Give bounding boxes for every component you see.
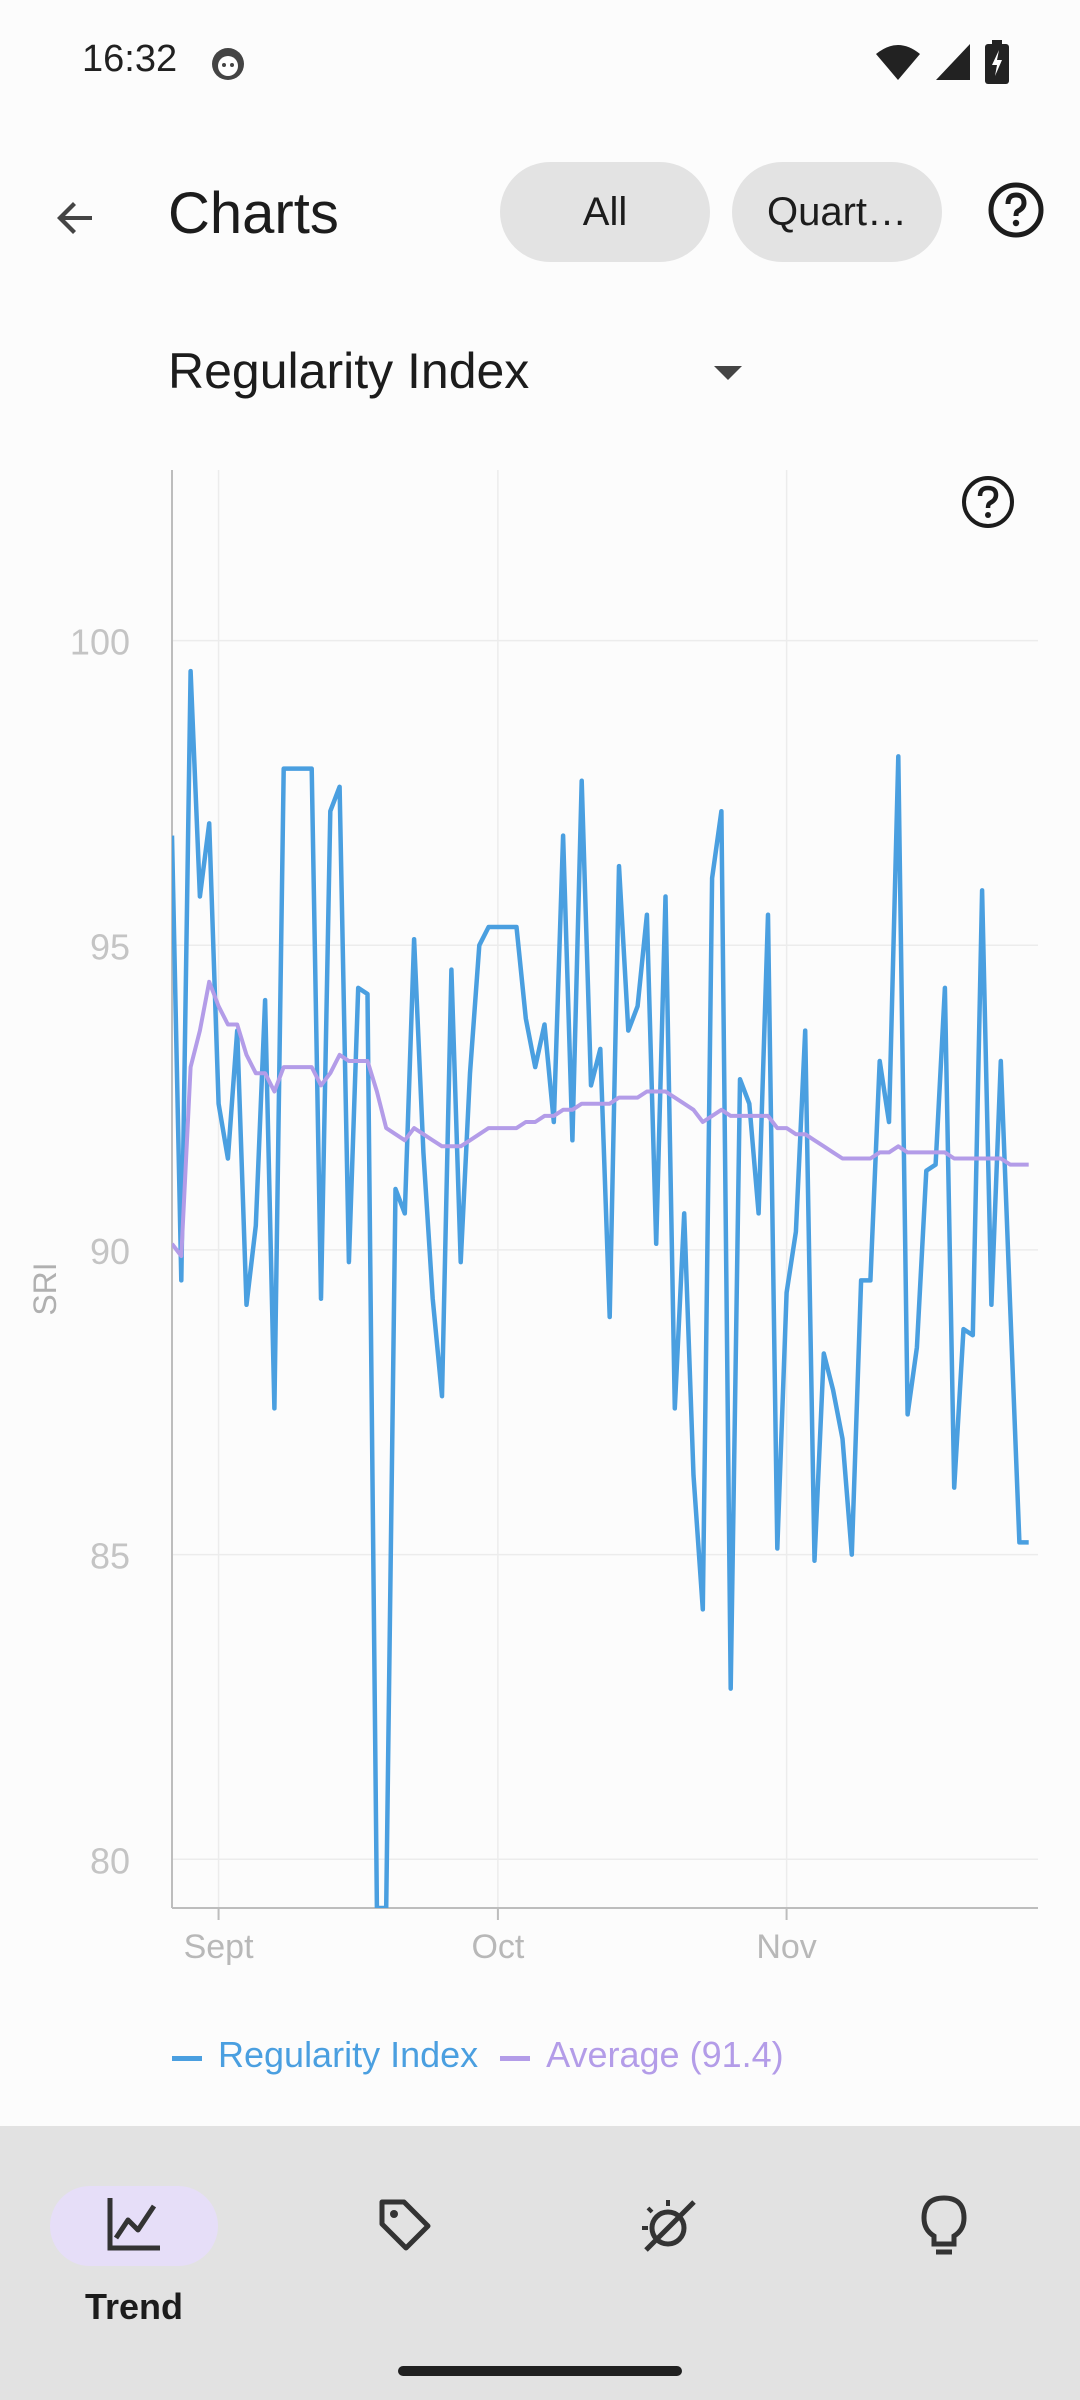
regularity-line-chart: 80 85 90 95 100 Sept Oct Nov SRI (27, 470, 1038, 1966)
wifi-icon (874, 42, 922, 87)
arrow-back-icon (52, 194, 100, 247)
y-tick-label: 80 (90, 1840, 130, 1881)
legend-swatch-regularity (172, 2055, 202, 2061)
chart-help-button[interactable] (958, 472, 1018, 532)
legend-item-average: Average (91.4) (500, 2034, 784, 2076)
status-time: 16:32 (82, 38, 178, 80)
help-button[interactable] (980, 174, 1052, 246)
status-icons (874, 40, 1010, 89)
legend-label-regularity: Regularity Index (218, 2034, 479, 2075)
x-tick-label: Sept (184, 1928, 254, 1966)
bottom-navigation: Trend (0, 2126, 1080, 2400)
nav-item-sleep[interactable] (570, 2156, 770, 2326)
metric-dropdown-value: Regularity Index (168, 343, 530, 399)
metric-dropdown[interactable]: Regularity Index (168, 330, 748, 420)
legend-swatch-average (500, 2055, 531, 2061)
series-line-regularity-index (172, 668, 1029, 1908)
y-tick-label: 100 (70, 622, 130, 663)
legend-label-average: Average (91.4) (546, 2034, 784, 2075)
sleep-cycle-icon (638, 2194, 702, 2263)
x-tick-label: Oct (471, 1928, 524, 1966)
page-title: Charts (168, 181, 339, 246)
y-axis-label: SRI (27, 1262, 63, 1315)
signal-icon (934, 42, 972, 87)
x-tick-label: Nov (756, 1928, 816, 1966)
chart-legend: Regularity Index Average (91.4) (172, 2034, 806, 2076)
nav-item-tags[interactable] (304, 2156, 504, 2326)
nav-item-insights[interactable] (844, 2156, 1044, 2326)
back-button[interactable] (36, 180, 116, 260)
status-bar: 16:32 (0, 0, 1080, 130)
legend-item-regularity: Regularity Index (172, 2034, 478, 2076)
filter-chip-quarter[interactable]: Quart… (732, 162, 942, 262)
trend-chart-icon (104, 2194, 164, 2259)
dropdown-arrow-icon (714, 366, 742, 380)
filter-chip-all[interactable]: All (500, 162, 710, 262)
tag-icon (374, 2194, 434, 2259)
app-notification-icon (210, 46, 246, 87)
nav-item-trend[interactable]: Trend (34, 2156, 234, 2327)
help-icon (980, 182, 1052, 250)
series-line-average (172, 979, 1029, 1258)
gesture-handle (398, 2366, 682, 2376)
lightbulb-icon (916, 2194, 972, 2263)
battery-icon (984, 40, 1010, 89)
y-tick-label: 85 (90, 1536, 130, 1577)
help-icon (958, 476, 1018, 536)
top-app-bar: Charts All Quart… (0, 150, 1080, 280)
nav-label-trend: Trend (84, 2286, 183, 2327)
y-tick-label: 90 (90, 1231, 130, 1272)
y-tick-label: 95 (90, 926, 130, 967)
